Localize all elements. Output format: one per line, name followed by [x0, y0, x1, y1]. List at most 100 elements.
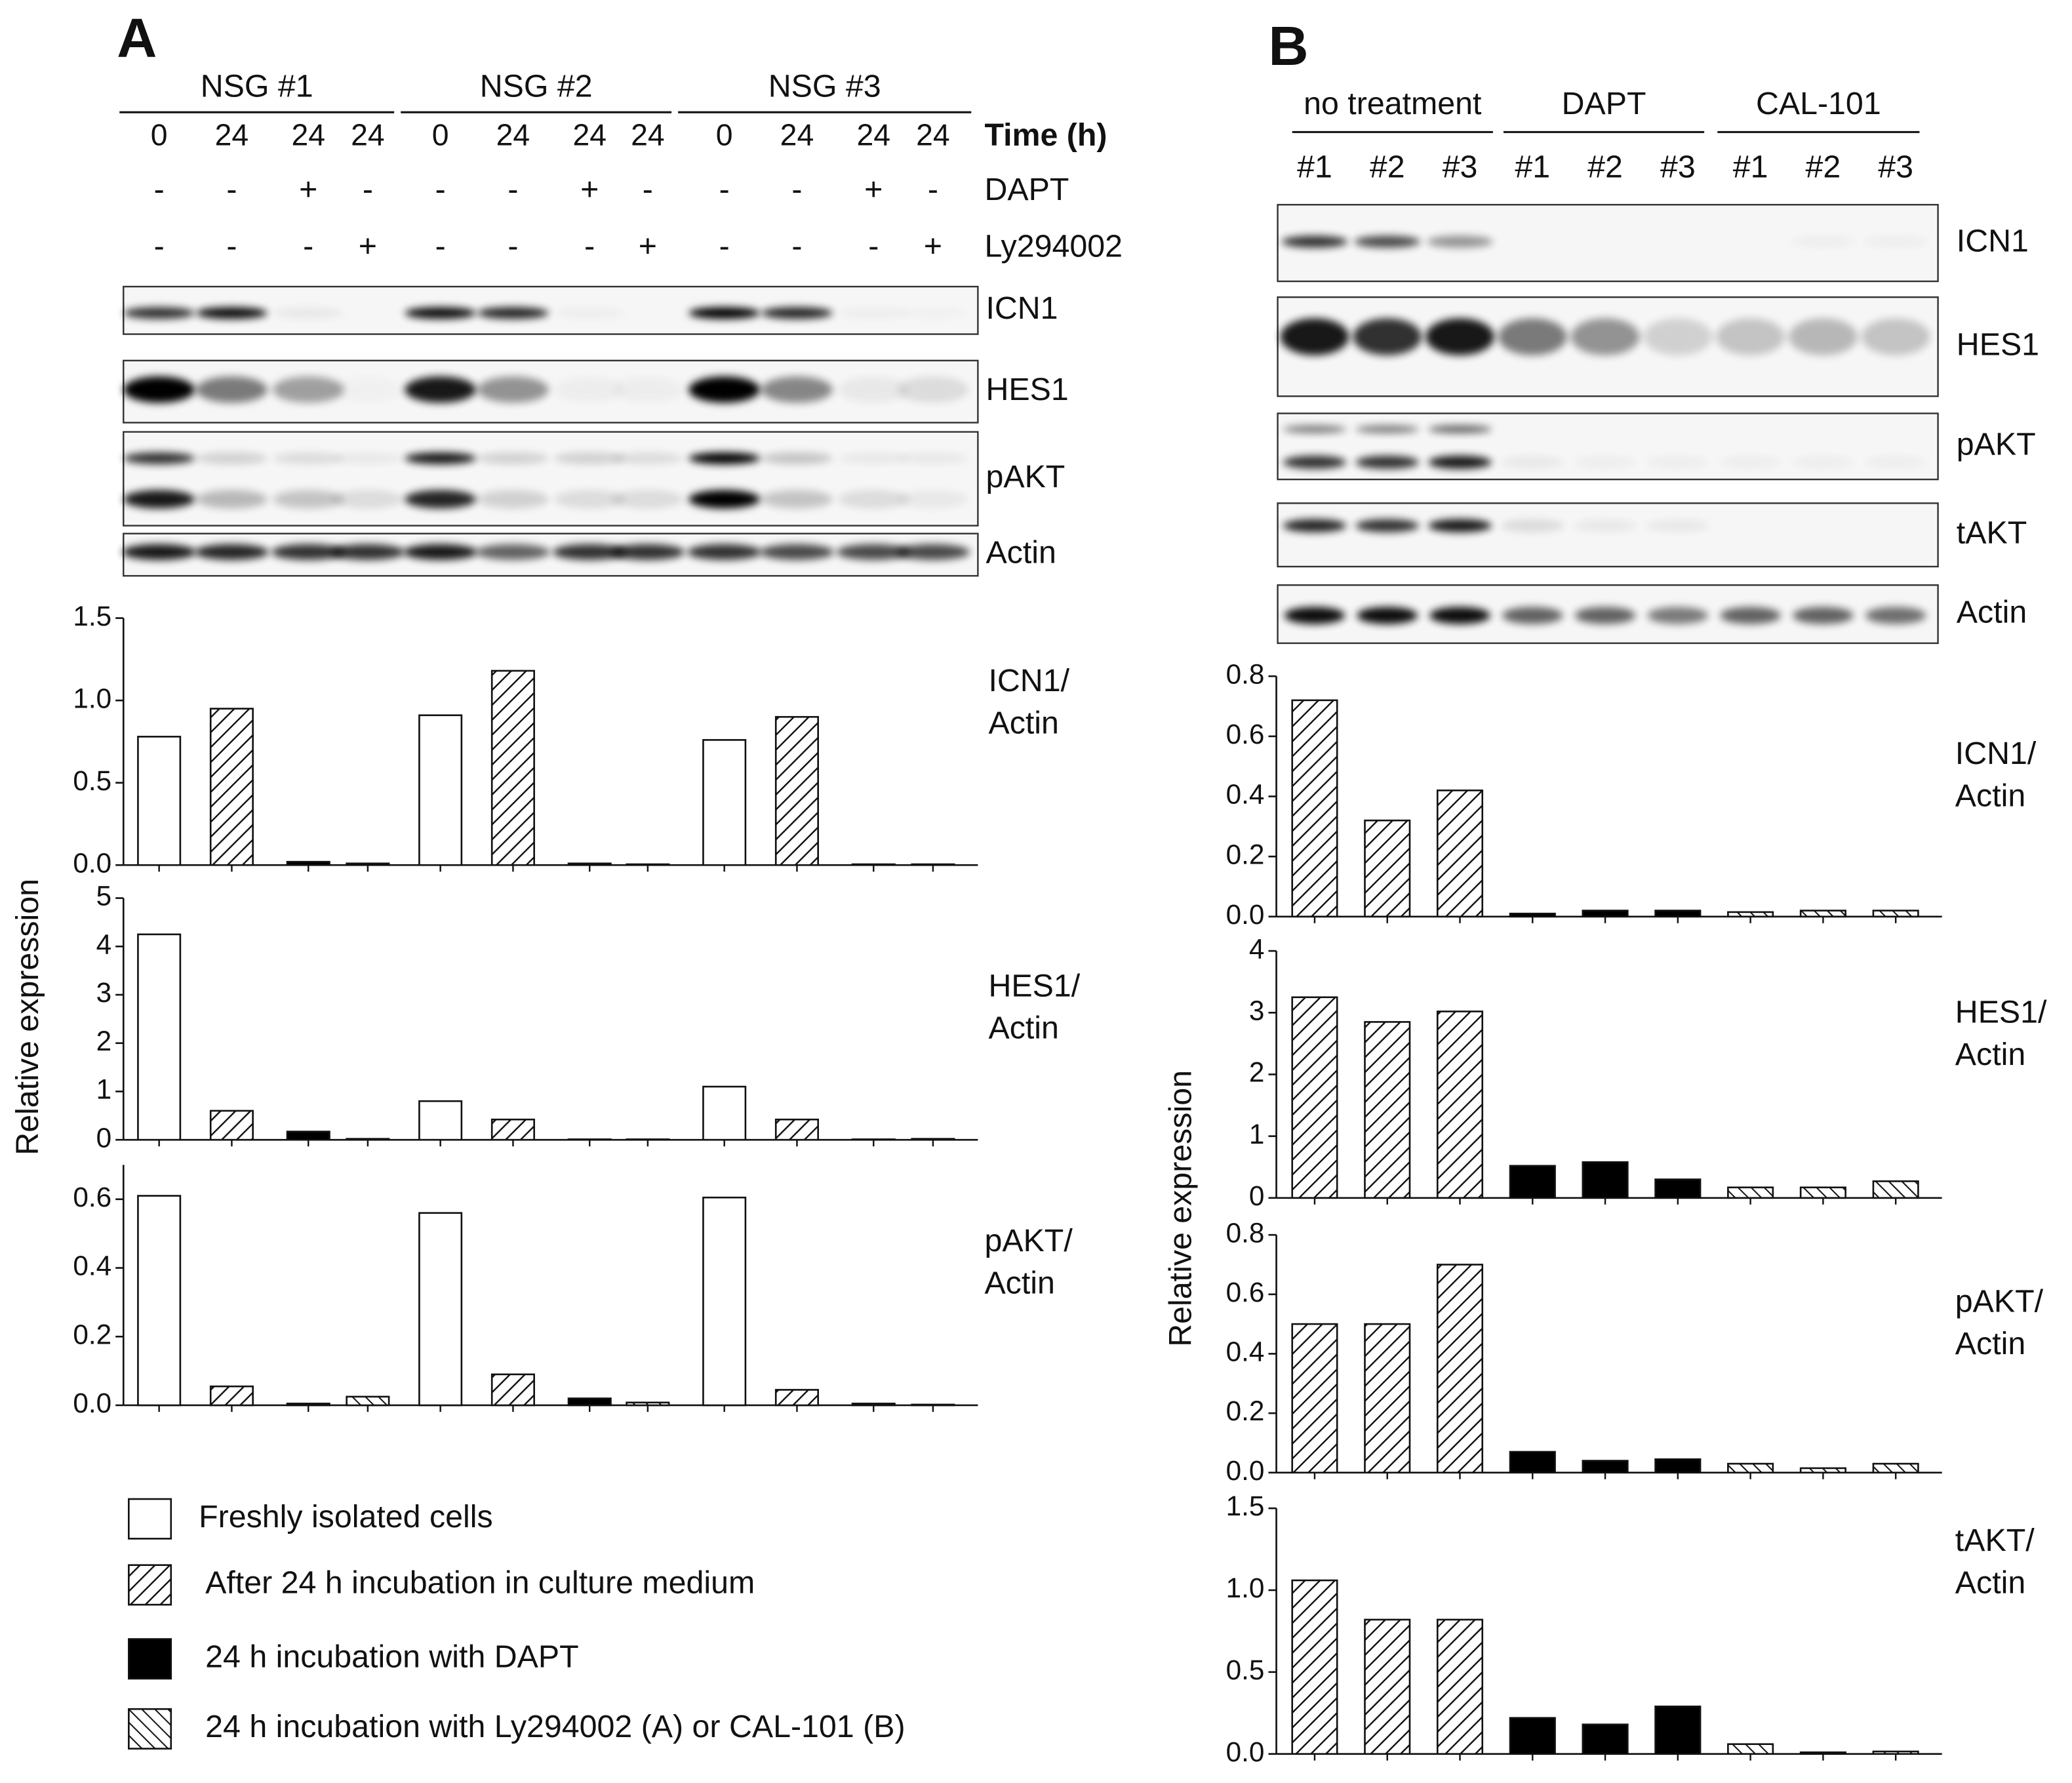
- treatment-mark: -: [303, 228, 313, 264]
- bar: [702, 1196, 747, 1407]
- blot-band: [761, 490, 833, 509]
- blot-band: [332, 490, 404, 509]
- time-label: 24: [351, 118, 385, 152]
- bar: [1654, 910, 1702, 918]
- blot-band: [612, 376, 683, 403]
- y-tick-label: 0.8: [1226, 1217, 1265, 1248]
- blot-band: [405, 452, 477, 464]
- blot-band: [837, 452, 909, 464]
- legend-swatch: [128, 1498, 172, 1540]
- blot-band: [688, 307, 761, 319]
- blot-band: [1354, 235, 1421, 248]
- blot-band: [1500, 455, 1564, 469]
- blot-band: [553, 452, 626, 464]
- blot-band: [271, 544, 346, 560]
- blot-band: [1791, 456, 1855, 469]
- blot-band: [553, 490, 626, 509]
- blot-band: [1647, 607, 1709, 624]
- blot-band: [1355, 425, 1420, 433]
- treatment-label: Ly294002: [984, 228, 1123, 264]
- bar: [286, 1131, 330, 1141]
- bar: [851, 1138, 896, 1141]
- blot-frame: [1277, 502, 1939, 568]
- treatment-mark: -: [508, 228, 518, 264]
- band-label: pAKT: [986, 459, 1065, 494]
- group-label: DAPT: [1562, 86, 1646, 121]
- time-label: 0: [716, 118, 733, 152]
- treatment-mark: -: [719, 172, 730, 207]
- blot-band: [123, 376, 195, 403]
- time-label: 24: [215, 118, 249, 152]
- blot-band: [1502, 607, 1563, 624]
- blot-band: [1861, 318, 1930, 355]
- blot-band: [1284, 607, 1345, 624]
- blot-band: [1428, 425, 1492, 433]
- blot-band: [760, 544, 834, 560]
- y-tick-label: 0.4: [1226, 779, 1265, 810]
- blot-band: [477, 376, 549, 403]
- blot-band: [837, 490, 909, 509]
- blot-band: [1498, 318, 1567, 355]
- blot-band: [1428, 455, 1492, 469]
- bar: [1582, 1723, 1629, 1755]
- treatment-mark: -: [643, 172, 653, 207]
- bar: [286, 860, 330, 866]
- bar: [346, 1395, 390, 1407]
- sample-label: #2: [1806, 150, 1841, 185]
- y-axis-label: Relative expression: [1163, 1070, 1198, 1347]
- bar: [567, 862, 612, 866]
- treatment-mark: -: [791, 172, 802, 207]
- blot-band: [1353, 318, 1422, 355]
- sample-label: #2: [1370, 150, 1405, 185]
- y-tick-label: 0: [1249, 1180, 1265, 1211]
- bar: [851, 1403, 896, 1407]
- blot-band: [688, 490, 761, 509]
- bar: [1582, 910, 1629, 918]
- blot-band: [761, 452, 833, 464]
- bar: [1872, 910, 1919, 918]
- blot-band: [1643, 318, 1713, 355]
- y-tick-label: 0.0: [1226, 1455, 1265, 1486]
- y-tick-label: 2: [96, 1026, 112, 1056]
- bar: [1727, 1462, 1774, 1474]
- bar: [702, 739, 747, 866]
- band-label: ICN1: [986, 290, 1058, 326]
- chart-label: Actin: [1955, 1326, 2025, 1361]
- treatment-mark: +: [924, 228, 942, 264]
- bar: [346, 1138, 390, 1141]
- blot-band: [612, 452, 684, 464]
- bar: [1872, 1462, 1919, 1474]
- blot-band: [272, 452, 344, 464]
- y-tick-label: 4: [96, 929, 112, 959]
- band-label: Actin: [1957, 594, 2027, 630]
- chart-label: ICN1/: [988, 663, 1069, 698]
- bar: [1582, 1161, 1629, 1199]
- sample-label: #1: [1515, 150, 1550, 185]
- blot-band: [1425, 318, 1494, 355]
- blot-band: [1355, 455, 1420, 469]
- blot-band: [272, 376, 344, 403]
- y-tick-label: 0.8: [1226, 658, 1265, 689]
- blot-frame: [123, 359, 979, 424]
- blot-band: [1283, 455, 1347, 469]
- chart-label: Actin: [988, 1011, 1058, 1046]
- panel-label: A: [117, 7, 157, 69]
- y-tick-label: 0.0: [73, 1388, 111, 1418]
- chart-label: Actin: [1955, 778, 2025, 813]
- sample-label: #3: [1443, 150, 1478, 185]
- bar: [626, 1401, 670, 1407]
- bar: [137, 933, 182, 1141]
- bar: [1436, 1011, 1484, 1199]
- blot-frame: [123, 431, 979, 527]
- treatment-mark: +: [359, 228, 377, 264]
- bar: [1364, 1618, 1411, 1755]
- blot-band: [477, 307, 549, 319]
- legend-label: 24 h incubation with Ly294002 (A) or CAL…: [205, 1709, 905, 1744]
- y-tick-label: 5: [96, 881, 112, 912]
- treatment-mark: +: [580, 172, 599, 207]
- blot-band: [1646, 456, 1710, 469]
- bar: [774, 715, 819, 866]
- y-tick-label: 0.5: [1226, 1654, 1265, 1685]
- bar: [1799, 910, 1846, 918]
- blot-band: [896, 544, 970, 560]
